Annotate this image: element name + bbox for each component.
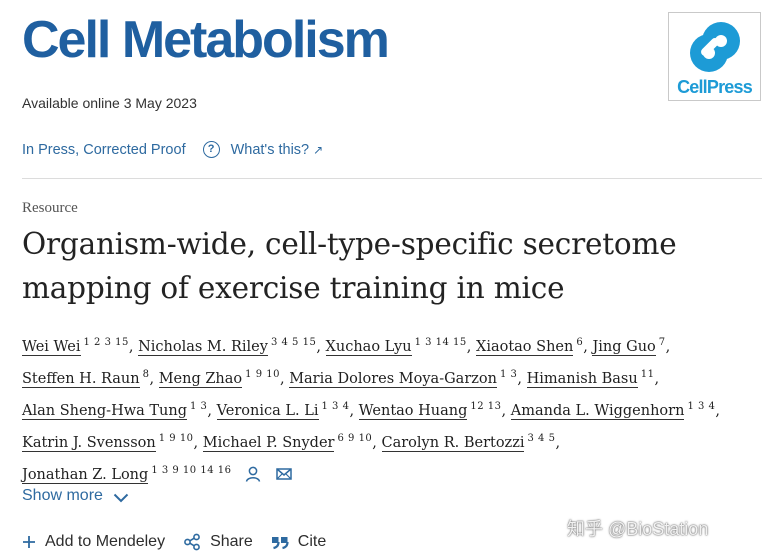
mail-icon[interactable] — [275, 465, 293, 483]
author-affiliations: 6 — [576, 337, 584, 348]
share-button[interactable]: Share — [183, 533, 253, 551]
quote-icon — [271, 534, 289, 550]
author-affiliations: 3 4 5 15 — [270, 337, 317, 348]
add-to-mendeley-label: Add to Mendeley — [45, 533, 166, 550]
article-status-row: In Press, Corrected Proof ? What's this?… — [22, 141, 323, 158]
author-line-3: Alan Sheng-Hwa Tung 1 3, Veronica L. Li 1 … — [22, 401, 720, 420]
title-line-2: mapping of exercise training in mice — [22, 271, 565, 305]
author-line-1: Wei Wei 1 2 3 15, Nicholas M. Riley 3 4 5 … — [22, 337, 671, 356]
article-type: Resource — [22, 200, 78, 216]
author-name[interactable]: Nicholas M. Riley — [138, 339, 268, 356]
author-name[interactable]: Steffen H. Raun — [22, 371, 140, 388]
author-name[interactable]: Jing Guo — [592, 339, 656, 356]
plus-icon — [22, 535, 36, 549]
add-to-mendeley-button[interactable]: Add to Mendeley — [22, 533, 165, 551]
author-name[interactable]: Himanish Basu — [526, 371, 638, 388]
author-affiliations: 1 3 4 — [687, 401, 716, 412]
show-more-button[interactable]: Show more — [22, 487, 129, 505]
author-line-5: Jonathan Z. Long 1 3 9 10 14 16 — [22, 457, 767, 489]
cellpress-wordmark: CellPress — [677, 77, 753, 97]
cite-label: Cite — [297, 533, 327, 550]
author-name[interactable]: Wentao Huang — [358, 403, 468, 420]
author-name[interactable]: Xuchao Lyu — [325, 339, 412, 356]
cellpress-logo[interactable]: CellPress — [668, 12, 761, 101]
author-affiliations: 1 9 10 — [158, 433, 194, 444]
cite-button[interactable]: Cite — [271, 533, 326, 551]
author-affiliations: 1 3 4 — [321, 401, 350, 412]
author-name[interactable]: Michael P. Snyder — [202, 435, 335, 452]
author-name[interactable]: Wei Wei — [22, 339, 81, 356]
author-name[interactable]: Xiaotao Shen — [476, 339, 574, 356]
availability-date: Available online 3 May 2023 — [22, 95, 197, 111]
share-label: Share — [210, 533, 253, 550]
author-affiliations: 11 — [640, 369, 655, 380]
chevron-down-icon — [113, 493, 129, 503]
author-affiliations: 1 2 3 15 — [83, 337, 129, 348]
author-name[interactable]: Katrin J. Svensson — [22, 435, 156, 452]
author-affiliations: 1 9 10 — [245, 369, 280, 380]
author-list: Wei Wei 1 2 3 15, Nicholas M. Riley 3 4 5 … — [22, 329, 767, 489]
author-name[interactable]: Veronica L. Li — [216, 403, 319, 420]
author-name[interactable]: Jonathan Z. Long — [22, 467, 149, 484]
cellpress-logo-icon — [690, 22, 740, 72]
title-line-1: Organism-wide, cell-type-specific secret… — [22, 227, 677, 261]
external-link-icon: ↗ — [313, 142, 324, 157]
author-name[interactable]: Meng Zhao — [158, 371, 243, 388]
author-affiliations: 12 13 — [470, 401, 502, 412]
author-affiliations: 1 3 — [190, 401, 208, 412]
author-affiliations: 6 9 10 — [337, 433, 373, 444]
author-affiliations: 3 4 5 — [527, 433, 556, 444]
status-label[interactable]: In Press, Corrected Proof — [22, 141, 186, 158]
author-name[interactable]: Carolyn R. Bertozzi — [381, 435, 525, 452]
person-icon[interactable] — [244, 465, 262, 483]
author-name[interactable]: Maria Dolores Moya-Garzon — [289, 371, 497, 388]
author-line-2: Steffen H. Raun 8, Meng Zhao 1 9 10, Maria… — [22, 369, 660, 388]
whats-this-link[interactable]: What's this? — [230, 141, 310, 158]
author-affiliations: 8 — [142, 369, 150, 380]
author-affiliations: 7 — [658, 337, 666, 348]
share-icon — [183, 533, 201, 551]
author-affiliations: 1 3 — [499, 369, 518, 380]
author-name[interactable]: Alan Sheng-Hwa Tung — [22, 403, 188, 420]
author-name[interactable]: Amanda L. Wiggenhorn — [510, 403, 685, 420]
watermark: 知乎 @BioStation — [567, 519, 709, 539]
article-actions: Add to Mendeley Share Cite — [22, 533, 326, 551]
show-more-label: Show more — [22, 487, 103, 504]
divider — [22, 178, 762, 179]
author-affiliations: 1 3 14 15 — [414, 337, 467, 348]
help-icon[interactable]: ? — [202, 141, 220, 158]
author-affiliations: 1 3 9 10 14 16 — [151, 465, 232, 476]
journal-title[interactable]: Cell Metabolism — [22, 11, 390, 69]
article-title: Organism-wide, cell-type-specific secret… — [22, 222, 762, 310]
author-line-4: Katrin J. Svensson 1 9 10, Michael P. Sny… — [22, 433, 561, 452]
